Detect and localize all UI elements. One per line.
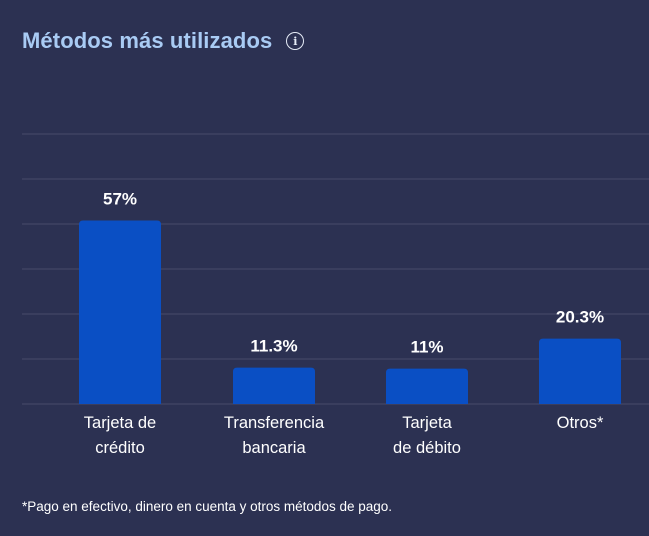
footnote: *Pago en efectivo, dinero en cuenta y ot… [22,499,392,514]
bar-chart: 57% Tarjeta de crédito 11.3% Transferencia ba… [22,133,649,457]
category-label-2-1: de débito [393,439,461,457]
data-label-3: 20.3% [556,308,604,327]
data-label-2: 11% [410,338,443,357]
category-label-2-0: Tarjeta [402,414,452,432]
bar-0 [79,220,161,404]
category-label-3-0: Otros* [557,414,604,432]
chart-title: Métodos más utilizados [22,28,273,53]
category-label-0-1: crédito [95,439,145,457]
bar-1 [233,367,315,404]
info-icon[interactable]: i [286,32,305,50]
category-label-1-0: Transferencia [224,414,325,432]
chart-header: Métodos más utilizados i [22,28,305,54]
data-label-0: 57% [103,189,137,208]
category-label-0-0: Tarjeta de [84,414,156,432]
data-label-1: 11.3% [250,337,297,356]
bar-2 [386,368,468,404]
category-label-1-1: bancaria [242,439,306,457]
bar-3 [539,338,621,404]
